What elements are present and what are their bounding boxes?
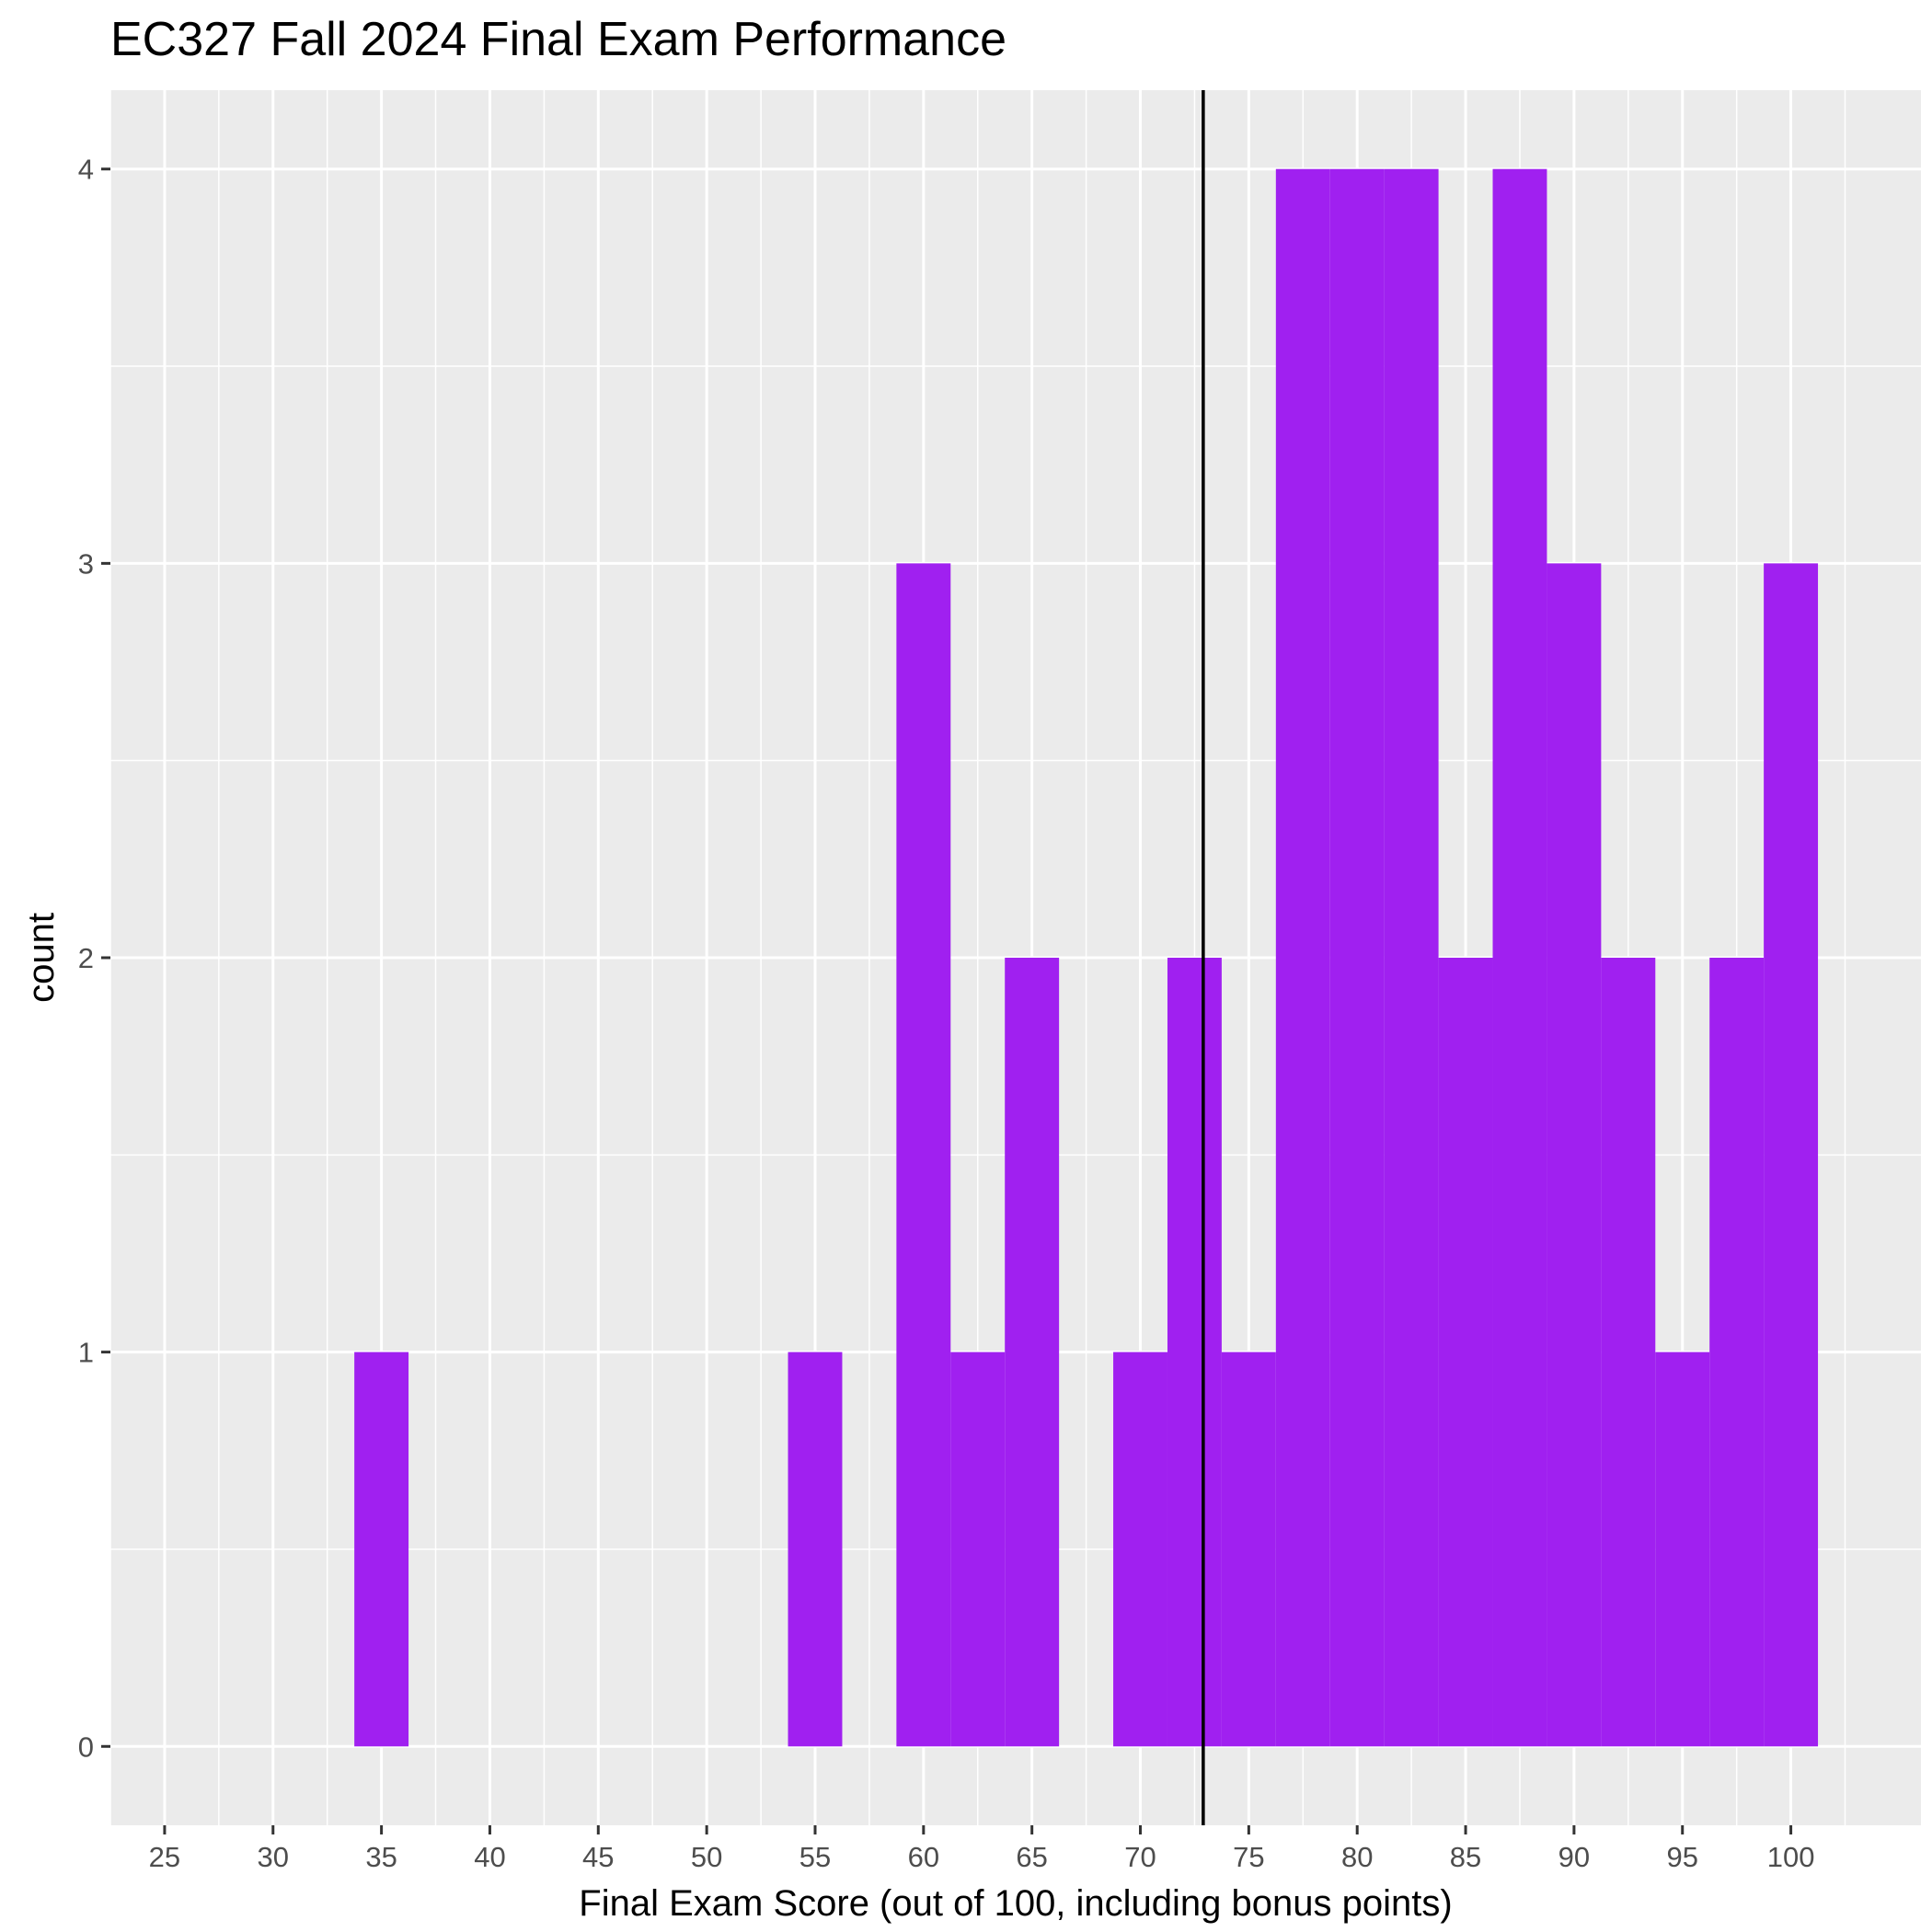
x-tick-label: 95: [1667, 1841, 1698, 1873]
x-tick-label: 65: [1016, 1841, 1047, 1873]
histogram-bar: [1547, 563, 1602, 1747]
y-tick-label: 3: [78, 547, 94, 580]
histogram-bar: [1438, 958, 1493, 1747]
x-tick-label: 50: [691, 1841, 722, 1873]
x-tick-label: 60: [908, 1841, 939, 1873]
histogram-bar: [1275, 168, 1330, 1747]
x-axis: 25 30 35 40 45 50 55 60 65 70 75 80 85 90 95 100: [149, 1825, 1815, 1873]
x-tick-label: 70: [1124, 1841, 1156, 1873]
y-axis-title: count: [21, 913, 62, 1003]
x-tick-label: 85: [1450, 1841, 1481, 1873]
histogram-bars: [354, 168, 1819, 1747]
histogram-bar: [1329, 168, 1385, 1747]
chart-title: EC327 Fall 2024 Final Exam Performance: [110, 13, 1006, 66]
histogram-bar: [950, 1351, 1006, 1747]
x-tick-label: 45: [582, 1841, 614, 1873]
x-axis-title: Final Exam Score (out of 100, including …: [579, 1883, 1452, 1924]
x-tick-label: 25: [149, 1841, 180, 1873]
histogram-bar: [896, 563, 951, 1747]
y-tick-label: 4: [78, 154, 94, 186]
y-tick-label: 0: [78, 1731, 94, 1763]
histogram-bar: [1601, 958, 1656, 1747]
y-tick-label: 1: [78, 1337, 94, 1369]
y-axis: 0 1 2 3 4: [78, 154, 110, 1763]
x-tick-label: 55: [799, 1841, 831, 1873]
histogram-bar: [1764, 563, 1819, 1747]
x-tick-label: 40: [474, 1841, 505, 1873]
x-tick-label: 80: [1341, 1841, 1373, 1873]
histogram-bar: [1709, 958, 1765, 1747]
x-tick-label: 75: [1233, 1841, 1264, 1873]
histogram-bar: [1384, 168, 1439, 1747]
y-tick-label: 2: [78, 942, 94, 974]
x-tick-label: 30: [258, 1841, 289, 1873]
histogram-bar: [1167, 958, 1222, 1747]
histogram-bar: [1005, 958, 1060, 1747]
histogram-bar: [1492, 168, 1547, 1747]
histogram-bar: [1113, 1351, 1167, 1747]
histogram-bar: [1221, 1351, 1276, 1747]
x-tick-label: 100: [1767, 1841, 1815, 1873]
histogram-bar: [354, 1351, 409, 1747]
x-tick-label: 90: [1558, 1841, 1590, 1873]
x-tick-label: 35: [365, 1841, 397, 1873]
histogram-bar: [1655, 1351, 1710, 1747]
histogram-bar: [788, 1351, 843, 1747]
